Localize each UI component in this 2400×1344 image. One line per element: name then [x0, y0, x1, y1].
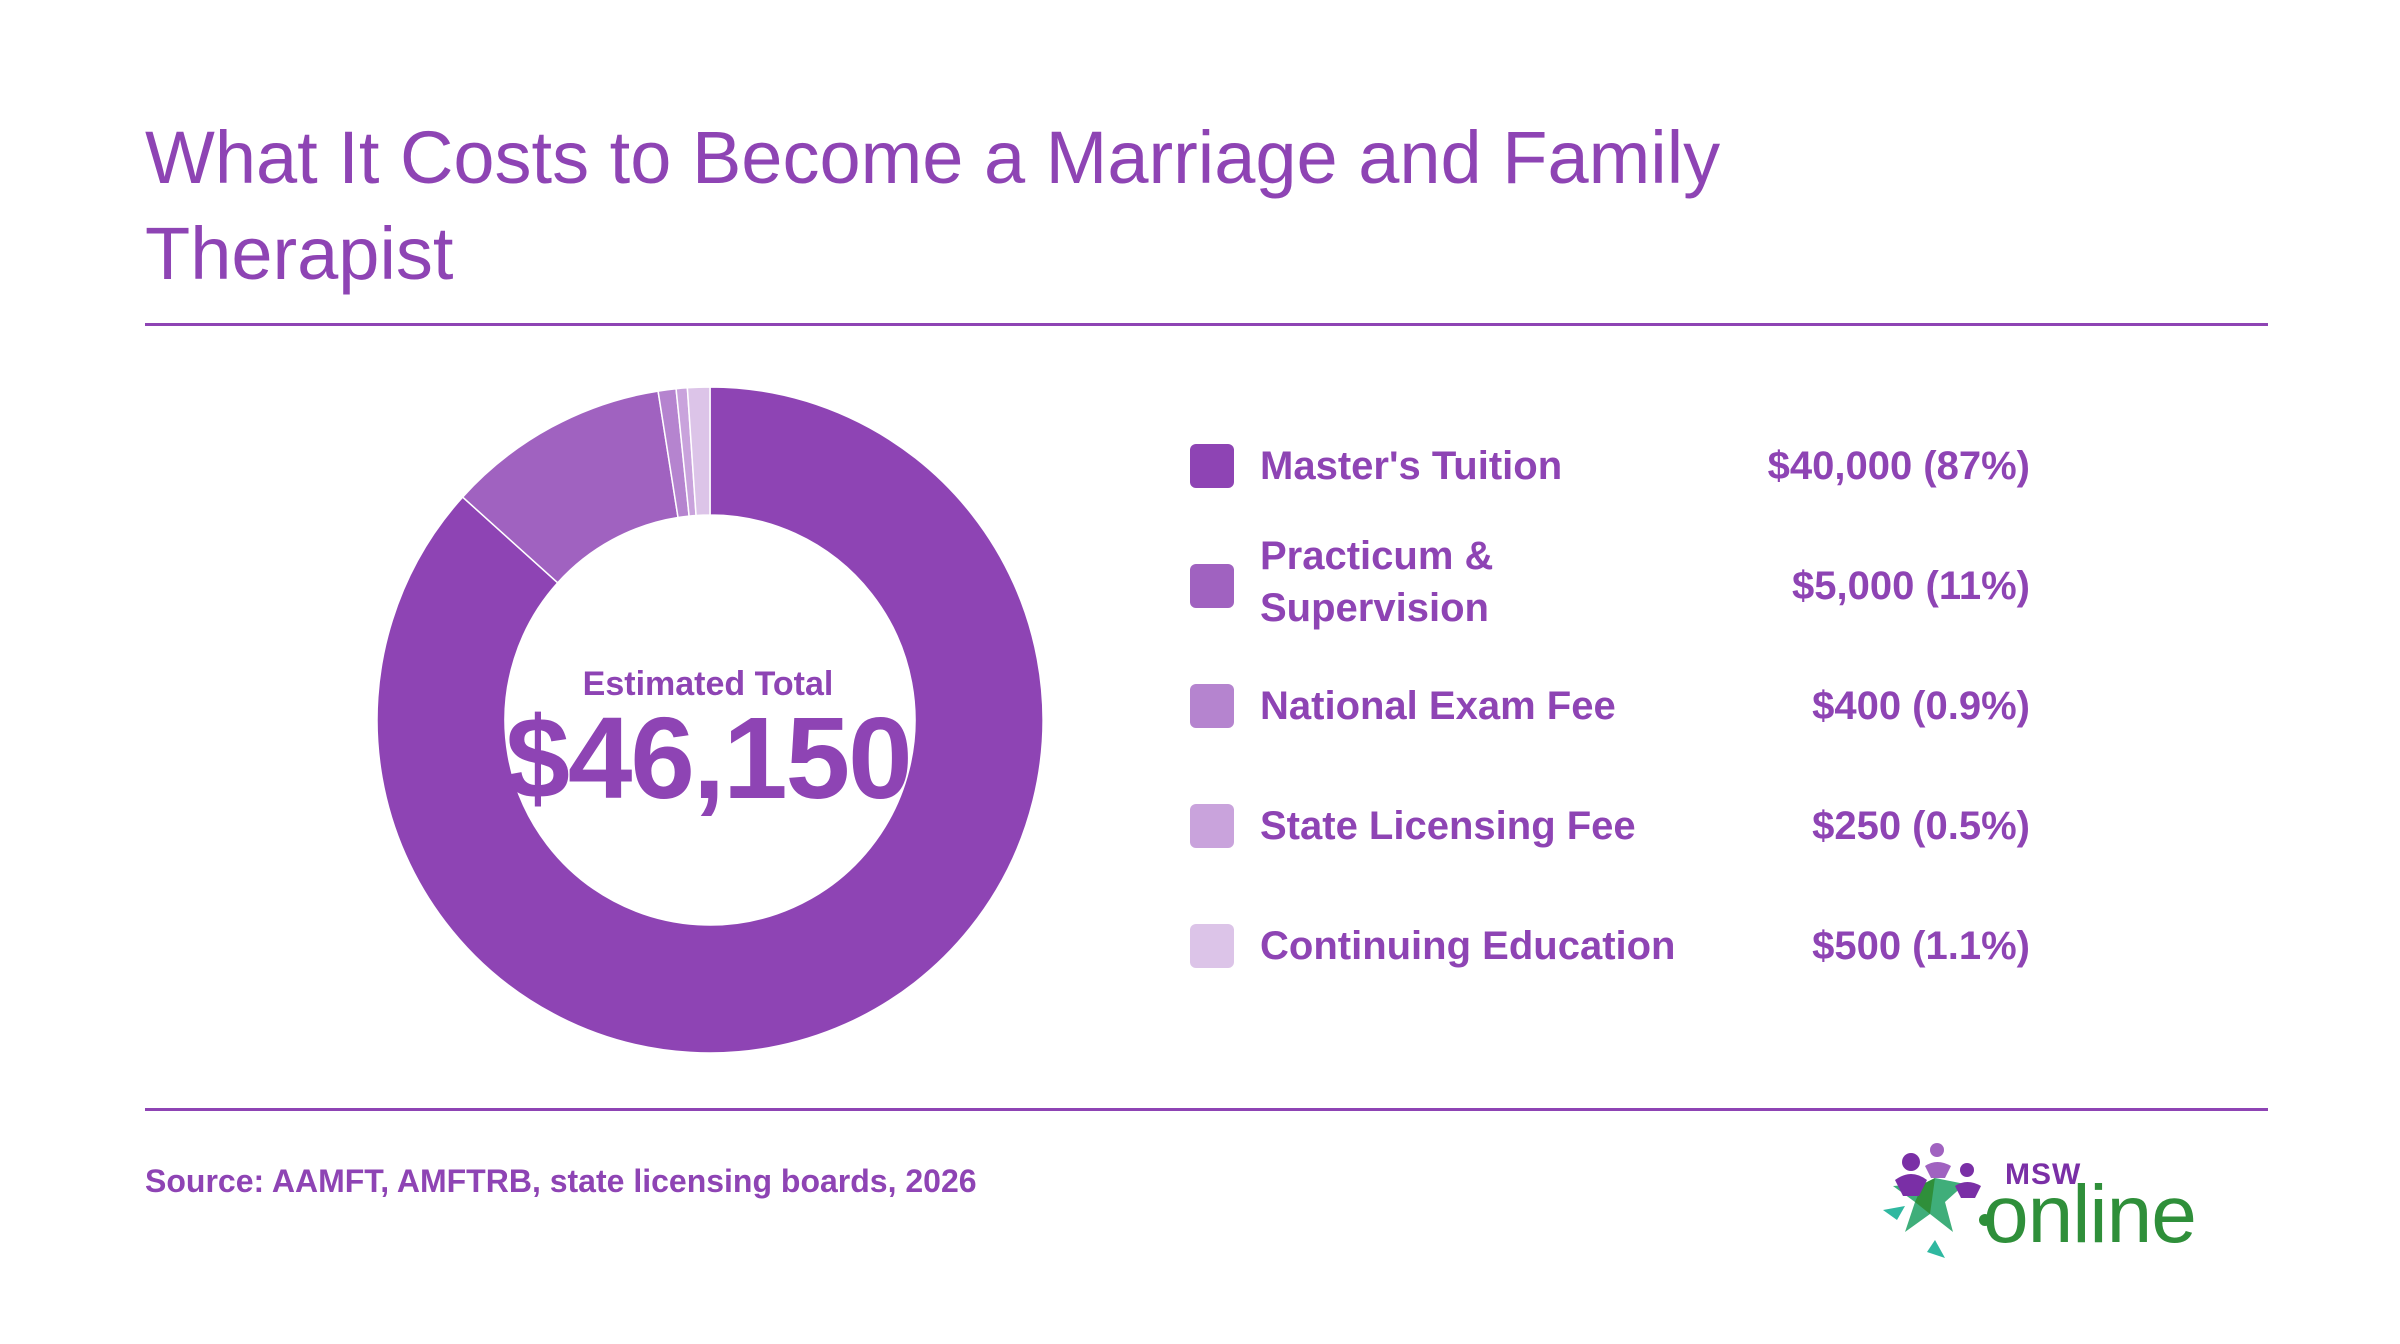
total-label: Estimated Total — [582, 665, 834, 703]
msw-online-logo: MSW online — [1875, 1140, 2275, 1260]
legend-swatch — [1190, 564, 1234, 608]
legend-item-continuing-education: Continuing Education $500 (1.1%) — [1190, 920, 2050, 1020]
source-note: Source: AAMFT, AMFTRB, state licensing b… — [145, 1163, 977, 1199]
legend-value: $400 (0.9%) — [1812, 684, 2030, 728]
legend-swatch — [1190, 924, 1234, 968]
legend-label: Practicum & Supervision — [1260, 534, 1494, 630]
chart-title: What It Costs to Become a Marriage and F… — [145, 116, 1721, 295]
logo-online-text: online — [1983, 1169, 2197, 1260]
legend-label: Master's Tuition — [1260, 444, 1563, 488]
legend-item-national-exam-fee: National Exam Fee $400 (0.9%) — [1190, 680, 2050, 780]
legend-swatch — [1190, 804, 1234, 848]
donut-slice-continuing-education — [686, 386, 711, 517]
total-value: $46,150 — [505, 693, 912, 823]
legend-label: National Exam Fee — [1260, 684, 1616, 728]
legend-swatch — [1190, 444, 1234, 488]
legend-value: $5,000 (11%) — [1792, 564, 2030, 608]
legend-value: $40,000 (87%) — [1767, 444, 2030, 488]
donut-chart — [376, 386, 1044, 1054]
donut-slice-master-s-tuition — [376, 386, 1044, 1054]
logo-msw-text: MSW — [2005, 1158, 2082, 1191]
legend-item-masters-tuition: Master's Tuition $40,000 (87%) — [1190, 440, 2050, 540]
legend-label: Continuing Education — [1260, 924, 1676, 968]
legend-swatch — [1190, 684, 1234, 728]
legend-label: State Licensing Fee — [1260, 804, 1636, 848]
star-people-icon — [1883, 1143, 1991, 1258]
footer-divider — [145, 1108, 2268, 1111]
title-divider — [145, 323, 2268, 326]
legend-item-practicum-supervision: Practicum & Supervision $5,000 (11%) — [1190, 530, 2050, 630]
legend-value: $500 (1.1%) — [1812, 924, 2030, 968]
legend-item-state-licensing-fee: State Licensing Fee $250 (0.5%) — [1190, 800, 2050, 900]
legend-value: $250 (0.5%) — [1812, 804, 2030, 848]
